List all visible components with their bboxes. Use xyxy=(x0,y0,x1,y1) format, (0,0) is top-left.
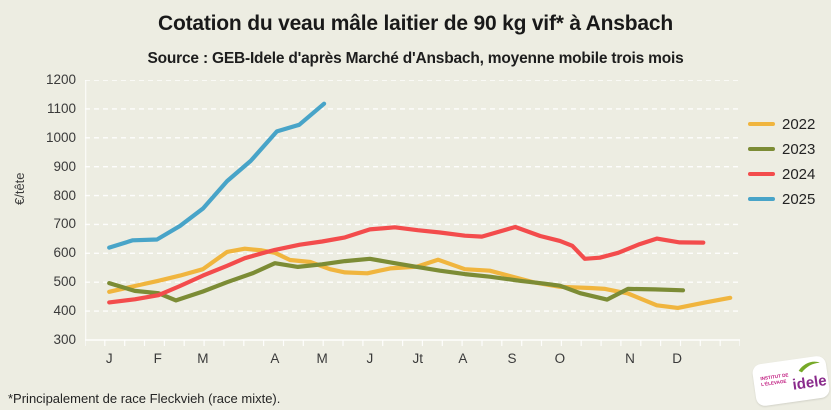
series-line-2025 xyxy=(107,101,327,250)
idele-logo-smalltext-2: L'ÉLEVAGE xyxy=(761,377,787,387)
idele-leaf-icon xyxy=(798,361,820,373)
x-tick-label-F: F xyxy=(153,351,162,366)
x-tick-label-J: J xyxy=(366,351,374,366)
idele-logo-smalltext-1: INSTITUT DE xyxy=(760,372,789,381)
y-tick-label-1100: 1100 xyxy=(46,100,76,116)
x-tick-label-A: A xyxy=(458,351,468,366)
y-tick-label-300: 300 xyxy=(53,332,76,347)
idele-logo-graphic: INSTITUT DE L'ÉLEVAGE idele xyxy=(760,361,828,394)
legend-swatch-2023 xyxy=(748,147,775,151)
y-tick-label-700: 700 xyxy=(53,216,76,232)
x-tick-label-M: M xyxy=(197,351,209,366)
y-tick-label-400: 400 xyxy=(53,303,76,319)
legend-item-2022: 2022 xyxy=(748,112,815,136)
x-tick-label-A: A xyxy=(270,351,280,366)
y-tick-label-600: 600 xyxy=(53,245,76,261)
x-tick-label-O: O xyxy=(554,351,566,366)
legend-swatch-2024 xyxy=(748,172,775,176)
footnote: *Principalement de race Fleckvieh (race … xyxy=(8,391,281,406)
legend-label-2025: 2025 xyxy=(782,190,816,208)
legend-label-2023: 2023 xyxy=(782,140,816,158)
chart-title: Cotation du veau mâle laitier de 90 kg v… xyxy=(158,12,673,35)
legend-swatch-2025 xyxy=(748,197,775,201)
chart-subtitle: Source : GEB-Idele d'après Marché d'Ansb… xyxy=(147,50,684,67)
x-tick-label-D: D xyxy=(672,351,682,366)
x-tick-label-J: J xyxy=(105,351,113,366)
legend-item-2024: 2024 xyxy=(748,162,815,186)
idele-brand-text: idele xyxy=(791,372,827,394)
plot-area xyxy=(85,80,740,346)
legend-swatch-2022 xyxy=(748,122,775,126)
legend-label-2022: 2022 xyxy=(782,115,816,133)
x-tick-label-M: M xyxy=(316,351,328,366)
y-axis-label: €/tête xyxy=(12,172,27,205)
y-tick-label-900: 900 xyxy=(53,158,76,174)
x-tick-label-N: N xyxy=(625,351,635,366)
x-tick-label-Jt: Jt xyxy=(412,351,423,366)
y-tick-label-1200: 1200 xyxy=(45,72,76,87)
legend-item-2025: 2025 xyxy=(748,187,815,211)
legend: 2022 2023 2024 2025 xyxy=(748,112,815,212)
series-line-2023 xyxy=(107,256,686,303)
y-tick-label-800: 800 xyxy=(53,187,76,203)
idele-logo: INSTITUT DE L'ÉLEVAGE idele xyxy=(751,355,831,407)
x-tick-label-S: S xyxy=(507,351,517,366)
y-tick-label-500: 500 xyxy=(53,274,76,290)
series-line-2022 xyxy=(107,246,733,310)
legend-item-2023: 2023 xyxy=(748,137,815,161)
series-line-2024 xyxy=(107,224,706,305)
y-tick-label-1000: 1000 xyxy=(45,129,76,145)
legend-label-2024: 2024 xyxy=(782,165,816,183)
